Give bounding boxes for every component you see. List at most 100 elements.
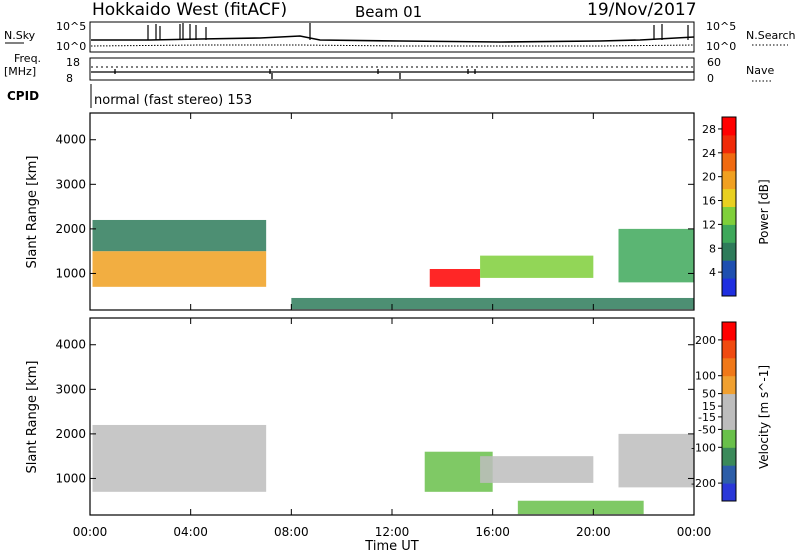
nave-bottom-tick: 0 — [707, 72, 714, 85]
colorbar-tick-label: 50 — [702, 388, 716, 401]
nsearch-label: N.Search — [746, 29, 796, 42]
colorbar-swatch — [722, 242, 736, 261]
colorbar-tick-label: 12 — [702, 218, 716, 231]
colorbar-tick-label: 4 — [709, 266, 716, 279]
x-tick-label: 16:00 — [475, 525, 510, 539]
nave-top-tick: 60 — [707, 56, 721, 69]
velocity-y-ticks: 1000 2000 3000 4000 — [55, 338, 694, 485]
x-tick-label: 00:00 — [677, 525, 712, 539]
colorbar-frame — [721, 321, 737, 502]
noise-panel: N.Sky 10^5 10^0 10^5 10^0 N.Search — [4, 20, 796, 53]
colorbar-tick-label: 200 — [695, 334, 716, 347]
colorbar-tick-label: -50 — [698, 423, 716, 436]
mode-text: normal (fast stereo) 153 — [94, 93, 252, 108]
colorbar-swatch — [722, 339, 736, 359]
colorbar-swatch — [722, 393, 736, 412]
velocity-panel: 1000 2000 3000 4000 Slant Range [km] — [25, 317, 695, 516]
velocity-region-2 — [480, 456, 594, 483]
station-title: Hokkaido West (fitACF) — [92, 0, 287, 20]
velocity-colorbar-label: Velocity [m s^-1] — [757, 365, 771, 469]
time-axis: 00:00 04:00 08:00 12:00 16:00 20:00 00:00 — [73, 113, 712, 539]
freq-label: Freq. — [14, 52, 41, 65]
colorbar-swatch — [722, 206, 736, 225]
power-region-2 — [429, 268, 481, 287]
cpid-label: CPID — [7, 89, 39, 103]
power-y-label: Slant Range [km] — [25, 156, 40, 269]
power-data — [92, 219, 694, 310]
power-y-ticks: 1000 2000 3000 4000 — [55, 133, 694, 280]
colorbar-swatch — [722, 429, 736, 448]
nsky-label: N.Sky — [4, 29, 36, 42]
colorbar-swatch — [722, 152, 736, 172]
nsearch-top-tick: 10^5 — [706, 20, 736, 33]
nsky-top-tick: 10^5 — [56, 20, 86, 33]
nsky-trace — [91, 35, 695, 43]
beam-label: Beam 01 — [355, 3, 422, 21]
nsky-bottom-tick: 10^0 — [56, 40, 86, 53]
freq-unit: [MHz] — [4, 65, 36, 78]
colorbar-tick-label: 8 — [709, 242, 716, 255]
colorbar-swatch — [722, 322, 736, 341]
colorbar-tick-label: 15 — [702, 400, 716, 413]
power-region-0 — [92, 251, 267, 287]
nsky-spikes — [147, 23, 689, 40]
power-region-3 — [480, 255, 594, 278]
power-region-4 — [618, 228, 694, 283]
colorbar-frame — [721, 116, 737, 297]
colorbar-tick-label: 16 — [702, 195, 716, 208]
colorbar-swatch — [722, 375, 736, 395]
colorbar-swatch — [722, 278, 736, 297]
colorbar-tick-label: -200 — [691, 477, 716, 490]
power-panel: 1000 2000 3000 4000 Slant Range [km] — [25, 112, 695, 311]
colorbar-swatch — [722, 134, 736, 154]
power-region-1 — [92, 219, 267, 252]
power-region-5 — [291, 297, 694, 310]
x-tick-label: 04:00 — [173, 525, 208, 539]
y-tick-label: 4000 — [55, 133, 86, 147]
velocity-region-3 — [618, 433, 694, 488]
colorbar-swatch — [722, 117, 736, 136]
freq-ticks — [114, 69, 476, 79]
velocity-region-0 — [92, 424, 267, 492]
y-tick-label: 4000 — [55, 338, 86, 352]
nsearch-trace — [90, 44, 695, 47]
freq-top-tick: 18 — [66, 56, 80, 69]
colorbar-tick-label: 28 — [702, 123, 716, 136]
y-tick-label: 2000 — [55, 222, 86, 236]
time-axis-label: Time UT — [364, 539, 418, 554]
colorbar-swatch — [722, 188, 736, 207]
colorbar-swatch — [722, 357, 736, 377]
colorbar-tick-label: -100 — [691, 441, 716, 454]
colorbar-swatch — [722, 170, 736, 190]
freq-bottom-tick: 8 — [66, 72, 73, 85]
y-tick-label: 3000 — [55, 382, 86, 396]
y-tick-label: 3000 — [55, 177, 86, 191]
y-tick-label: 1000 — [55, 266, 86, 280]
colorbar-swatch — [722, 260, 736, 279]
x-tick-label: 00:00 — [73, 525, 108, 539]
velocity-data — [92, 424, 694, 515]
y-tick-label: 2000 — [55, 427, 86, 441]
nave-label: Nave — [746, 64, 774, 77]
velocity-y-label: Slant Range [km] — [25, 361, 40, 474]
x-tick-label: 20:00 — [576, 525, 611, 539]
velocity-region-4 — [517, 500, 644, 515]
nsearch-bottom-tick: 10^0 — [706, 40, 736, 53]
colorbar-tick-label: 100 — [695, 370, 716, 383]
power-colorbar: 4 8 12 16 20 24 28 — [702, 116, 737, 297]
power-colorbar-label: Power [dB] — [757, 179, 771, 244]
colorbar-tick-label: 20 — [702, 171, 716, 184]
colorbar-swatch — [722, 411, 736, 430]
colorbar-tick-label: -15 — [698, 411, 716, 424]
date-label: 19/Nov/2017 — [587, 0, 697, 20]
colorbar-swatch — [722, 483, 736, 502]
colorbar-tick-label: 24 — [702, 147, 716, 160]
y-tick-label: 1000 — [55, 471, 86, 485]
colorbar-swatch — [722, 465, 736, 484]
freq-panel: Freq. [MHz] 18 8 60 0 Nave — [4, 52, 774, 85]
colorbar-swatch — [722, 447, 736, 466]
colorbar-swatch — [722, 224, 736, 243]
x-tick-label: 12:00 — [375, 525, 410, 539]
